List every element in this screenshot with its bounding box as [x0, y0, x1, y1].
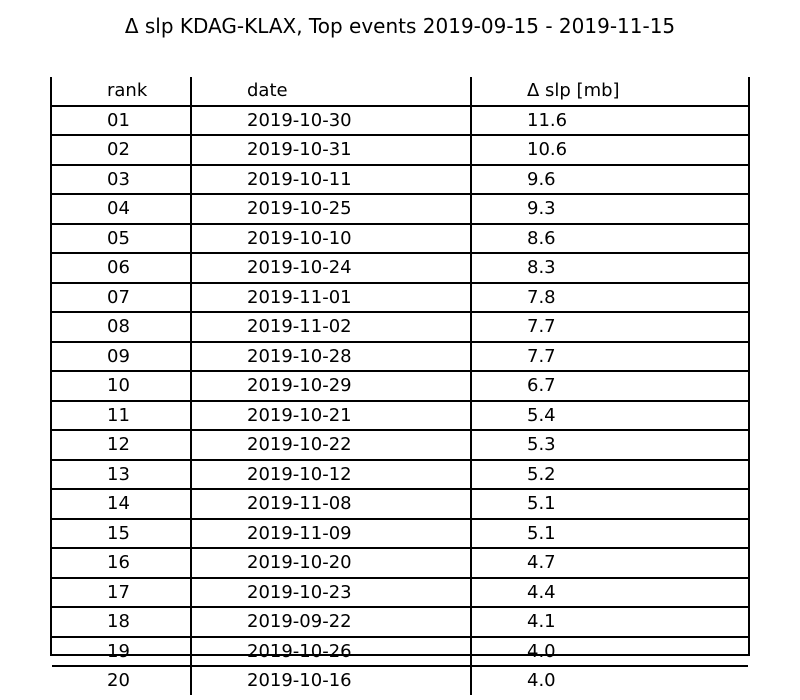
rank-cell: 05	[52, 222, 192, 253]
rank-cell: 17	[52, 576, 192, 607]
table-row: 04 2019-10-25 9.3	[52, 193, 748, 224]
table-row: 13 2019-10-12 5.2	[52, 458, 748, 489]
rank-cell: 15	[52, 517, 192, 548]
rank-cell: 12	[52, 429, 192, 460]
chart-title: Δ slp KDAG-KLAX, Top events 2019-09-15 -…	[124, 14, 676, 38]
rank-cell: 02	[52, 134, 192, 165]
date-cell: 2019-11-09	[191, 517, 472, 548]
column-header-delta-slp: Δ slp [mb]	[527, 80, 620, 102]
table-row: 15 2019-11-09 5.1	[52, 517, 748, 548]
table-row: 11 2019-10-21 5.4	[52, 399, 748, 430]
rank-cell: 16	[52, 547, 192, 578]
delta-slp-cell: 5.1	[471, 517, 748, 548]
delta-slp-cell: 4.0	[471, 635, 748, 666]
table-row: 14 2019-11-08 5.1	[52, 488, 748, 519]
table-row: 05 2019-10-10 8.6	[52, 222, 748, 253]
date-cell: 2019-10-30	[191, 104, 472, 135]
delta-slp-cell: 4.7	[471, 547, 748, 578]
column-header-date: date	[191, 77, 472, 106]
table-row: 01 2019-10-30 11.6	[52, 104, 748, 135]
rank-cell: 20	[52, 665, 192, 695]
table-body: 01 2019-10-30 11.6 02 2019-10-31 10.6 03 2019-1…	[52, 104, 748, 695]
rank-cell: 09	[52, 340, 192, 371]
rank-cell: 01	[52, 104, 192, 135]
rank-cell: 10	[52, 370, 192, 401]
date-cell: 2019-10-11	[191, 163, 472, 194]
table-row: 07 2019-11-01 7.8	[52, 281, 748, 312]
table-row: 18 2019-09-22 4.1	[52, 606, 748, 637]
column-header-rank: rank	[52, 77, 192, 106]
delta-slp-cell: 9.6	[471, 163, 748, 194]
date-cell: 2019-11-01	[191, 281, 472, 312]
table-row: 19 2019-10-26 4.0	[52, 635, 748, 666]
date-cell: 2019-11-02	[191, 311, 472, 342]
rank-cell: 19	[52, 635, 192, 666]
table-row: 06 2019-10-24 8.3	[52, 252, 748, 283]
table-row: 16 2019-10-20 4.7	[52, 547, 748, 578]
date-cell: 2019-10-22	[191, 429, 472, 460]
delta-slp-cell: 8.6	[471, 222, 748, 253]
date-cell: 2019-10-26	[191, 635, 472, 666]
table-row: 10 2019-10-29 6.7	[52, 370, 748, 401]
delta-slp-cell: 4.1	[471, 606, 748, 637]
rank-cell: 06	[52, 252, 192, 283]
date-cell: 2019-10-25	[191, 193, 472, 224]
rank-cell: 13	[52, 458, 192, 489]
table-row: 03 2019-10-11 9.6	[52, 163, 748, 194]
delta-slp-cell: 6.7	[471, 370, 748, 401]
table-row: 20 2019-10-16 4.0	[52, 665, 748, 695]
table-row: 08 2019-11-02 7.7	[52, 311, 748, 342]
table-row: 09 2019-10-28 7.7	[52, 340, 748, 371]
date-cell: 2019-10-28	[191, 340, 472, 371]
date-cell: 2019-09-22	[191, 606, 472, 637]
delta-slp-cell: 10.6	[471, 134, 748, 165]
date-cell: 2019-10-10	[191, 222, 472, 253]
date-cell: 2019-10-16	[191, 665, 472, 695]
delta-slp-cell: 7.7	[471, 311, 748, 342]
delta-slp-cell: 7.8	[471, 281, 748, 312]
rank-cell: 08	[52, 311, 192, 342]
rank-cell: 03	[52, 163, 192, 194]
rank-cell: 04	[52, 193, 192, 224]
delta-slp-cell: 5.2	[471, 458, 748, 489]
date-cell: 2019-10-31	[191, 134, 472, 165]
delta-slp-cell: 5.3	[471, 429, 748, 460]
table-row: 02 2019-10-31 10.6	[52, 134, 748, 165]
rank-cell: 07	[52, 281, 192, 312]
rank-cell: 14	[52, 488, 192, 519]
header-row: rank date Δ slp [mb]	[52, 77, 748, 106]
delta-slp-cell: 11.6	[471, 104, 748, 135]
delta-slp-cell: 4.0	[471, 665, 748, 695]
rank-cell: 11	[52, 399, 192, 430]
date-cell: 2019-10-21	[191, 399, 472, 430]
table-row: 12 2019-10-22 5.3	[52, 429, 748, 460]
delta-slp-cell: 7.7	[471, 340, 748, 371]
date-cell: 2019-10-29	[191, 370, 472, 401]
date-cell: 2019-10-23	[191, 576, 472, 607]
delta-slp-cell: 8.3	[471, 252, 748, 283]
date-cell: 2019-11-08	[191, 488, 472, 519]
date-cell: 2019-10-20	[191, 547, 472, 578]
delta-slp-cell: 5.1	[471, 488, 748, 519]
table-header: rank date Δ slp [mb]	[52, 77, 748, 106]
rank-cell: 18	[52, 606, 192, 637]
events-table-frame: rank date Δ slp [mb] 01 2019-10-30 11.6 02 2…	[50, 77, 750, 695]
events-table: rank date Δ slp [mb] 01 2019-10-30 11.6 02 2…	[52, 77, 748, 695]
delta-slp-cell: 4.4	[471, 576, 748, 607]
date-cell: 2019-10-24	[191, 252, 472, 283]
delta-slp-cell: 9.3	[471, 193, 748, 224]
table-row: 17 2019-10-23 4.4	[52, 576, 748, 607]
delta-slp-cell: 5.4	[471, 399, 748, 430]
date-cell: 2019-10-12	[191, 458, 472, 489]
